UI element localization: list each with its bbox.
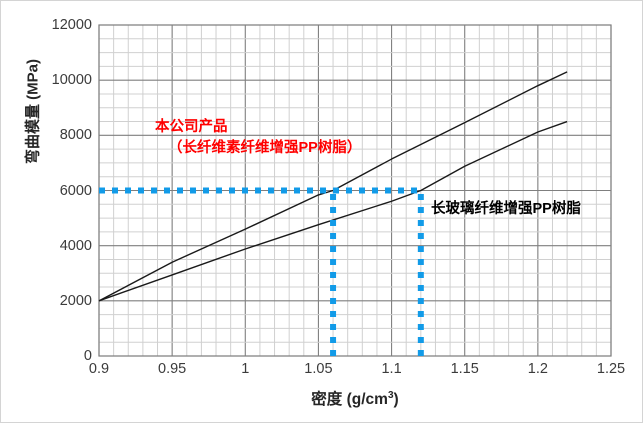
y-axis-tick-labels: 0 2000 4000 6000 8000 10000 12000	[1, 17, 92, 364]
x-tick-label: 1.05	[304, 361, 333, 377]
x-tick-label: 1	[241, 361, 250, 377]
reference-lines	[99, 25, 611, 356]
product-annotation: 本公司产品 （长纤维素纤维增强PP树脂）	[155, 117, 361, 159]
y-tick-label: 10000	[51, 72, 92, 89]
y-tick-label: 6000	[59, 182, 92, 199]
y-tick-label: 8000	[59, 127, 92, 144]
x-tick-label: 0.9	[88, 361, 110, 377]
x-tick-label: 1.1	[381, 361, 402, 377]
y-tick-label: 0	[83, 348, 92, 364]
product-annotation-line2: （长纤维素纤维增强PP树脂）	[168, 140, 362, 157]
x-tick-label: 1.25	[596, 361, 626, 377]
x-axis-title-base: 密度 (g/cm	[311, 391, 388, 408]
plot-area	[99, 25, 611, 356]
x-tick-label: 1.15	[450, 361, 479, 377]
x-axis-tick-labels: 0.9 0.95 1 1.05 1.1 1.15 1.2 1.25	[89, 361, 625, 383]
y-tick-label: 2000	[59, 292, 92, 309]
competitor-annotation: 长玻璃纤维增强PP树脂	[431, 201, 581, 217]
series-line-1	[99, 122, 567, 301]
y-tick-label: 12000	[51, 17, 92, 33]
x-axis-title-superscript: 3	[387, 389, 394, 401]
x-tick-label: 0.95	[158, 361, 187, 377]
y-tick-label: 4000	[59, 237, 92, 254]
y-axis-title: 弯曲模量 (MPa)	[24, 59, 42, 165]
x-axis-title-tail: )	[393, 391, 399, 408]
product-annotation-line1: 本公司产品	[155, 119, 228, 135]
x-tick-label: 1.2	[527, 361, 548, 377]
x-axis-title: 密度 (g/cm3)	[99, 387, 611, 409]
